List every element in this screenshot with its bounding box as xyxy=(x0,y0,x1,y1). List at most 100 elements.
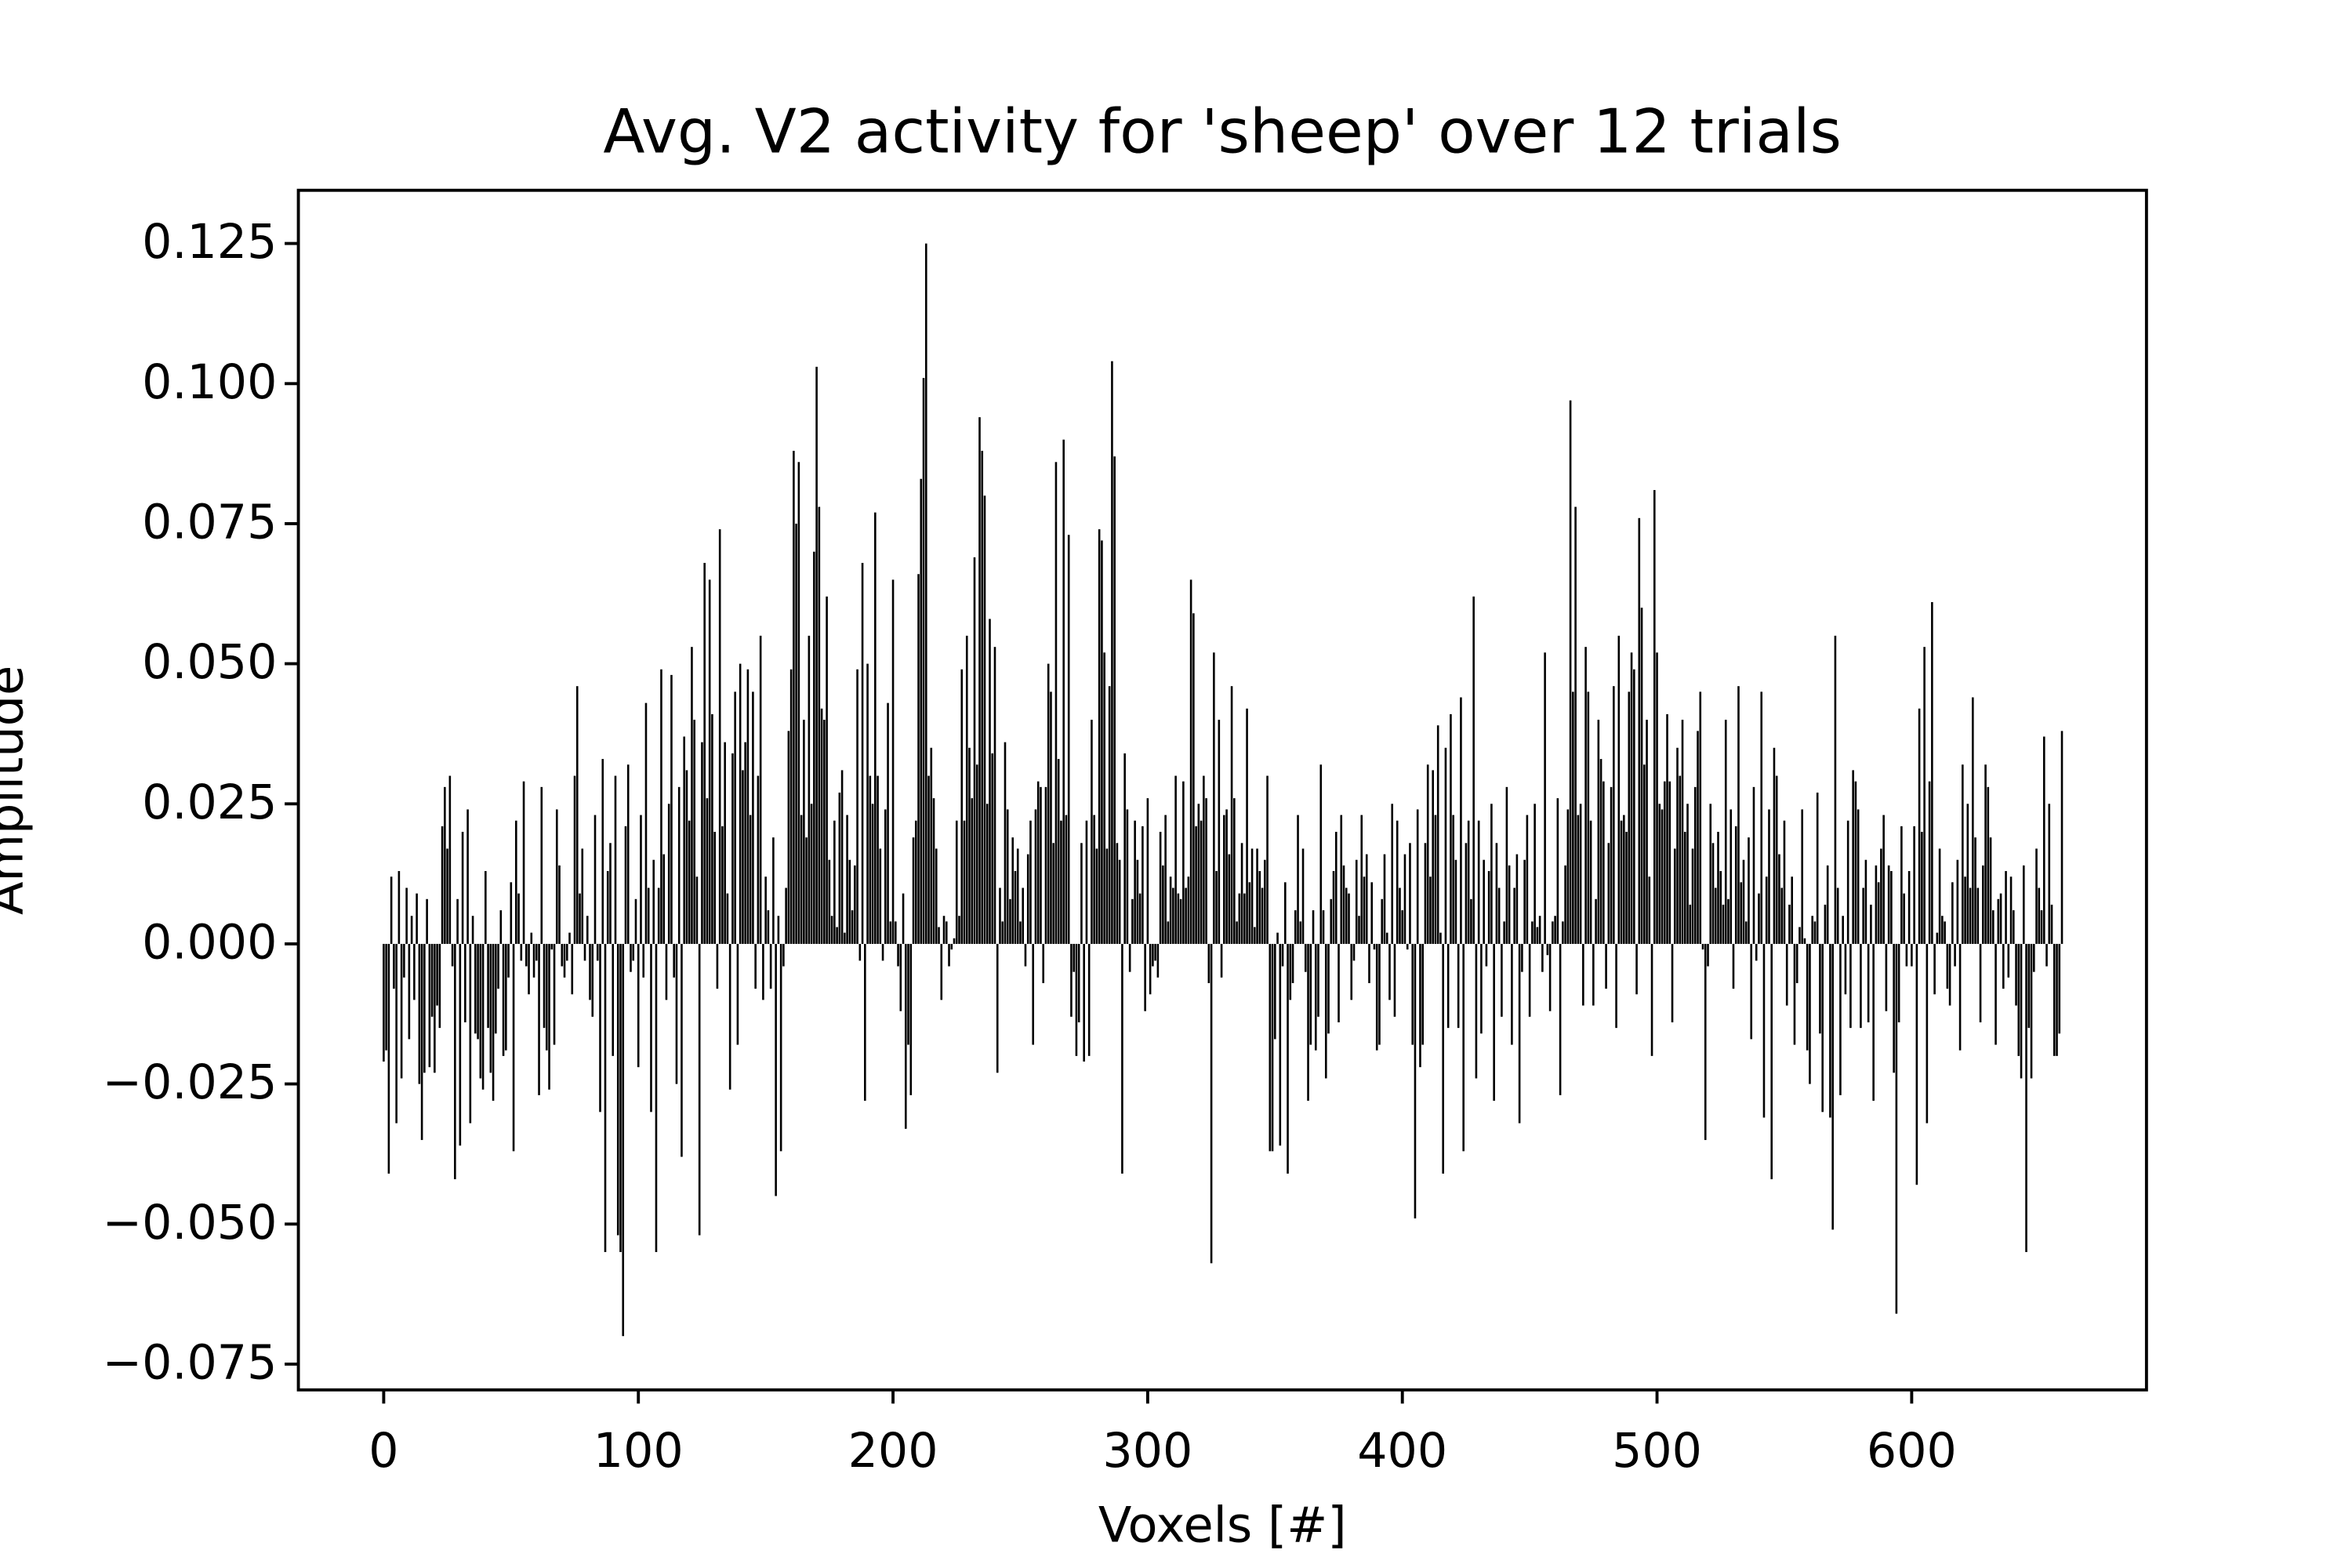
bar xyxy=(1026,854,1029,944)
bar xyxy=(1036,781,1040,944)
bar xyxy=(1052,843,1054,944)
bar xyxy=(1228,854,1231,944)
bar xyxy=(1203,775,1205,944)
bar xyxy=(1582,943,1584,1006)
bar xyxy=(530,932,533,944)
bar xyxy=(545,943,548,1051)
bar xyxy=(742,770,744,944)
bar xyxy=(1352,943,1356,961)
bar xyxy=(1887,865,1890,944)
bar xyxy=(942,916,946,944)
bar xyxy=(1450,713,1452,944)
bar xyxy=(456,898,459,944)
bar xyxy=(520,943,523,961)
bar xyxy=(1261,887,1264,944)
bar xyxy=(436,943,438,1006)
bar xyxy=(2013,910,2015,944)
bar xyxy=(642,943,645,978)
bar xyxy=(775,943,777,1196)
bar xyxy=(973,557,976,944)
bar xyxy=(767,910,770,944)
bar xyxy=(606,871,609,944)
bar xyxy=(502,943,505,1056)
bar xyxy=(1870,904,1872,944)
bar xyxy=(1497,887,1501,944)
bar xyxy=(1373,943,1376,950)
bar xyxy=(1569,400,1572,944)
bar xyxy=(858,943,862,961)
y-tick-label: 0.050 xyxy=(142,635,277,690)
bar xyxy=(999,887,1001,944)
bar xyxy=(1309,943,1312,1045)
bar xyxy=(1080,843,1083,944)
bar xyxy=(1149,943,1152,995)
bar xyxy=(1200,820,1203,944)
bar xyxy=(1714,887,1717,944)
bar xyxy=(1024,943,1027,967)
bar xyxy=(1813,921,1817,944)
bar xyxy=(739,663,742,944)
bar xyxy=(1475,943,1478,1079)
bar xyxy=(1505,786,1508,944)
bar xyxy=(461,832,464,944)
bar xyxy=(1172,887,1174,944)
bar xyxy=(2048,804,2051,944)
bar xyxy=(670,674,673,944)
bar xyxy=(485,871,487,944)
x-tick-label: 600 xyxy=(1867,1424,1957,1479)
bar xyxy=(1987,786,1990,944)
bar xyxy=(1628,691,1631,944)
bar xyxy=(481,943,485,1090)
bar xyxy=(1169,877,1172,944)
bar xyxy=(413,943,416,1000)
bar xyxy=(1105,848,1109,944)
bar xyxy=(1724,720,1727,944)
bar xyxy=(1350,943,1353,1000)
bar xyxy=(1744,921,1748,944)
bar xyxy=(1118,859,1121,944)
bar xyxy=(1885,943,1888,1011)
bar xyxy=(1640,608,1643,944)
bar xyxy=(591,943,594,1017)
bar xyxy=(471,916,474,944)
bar xyxy=(1503,921,1505,944)
bar xyxy=(746,669,750,944)
bar xyxy=(632,943,635,961)
bar xyxy=(1933,943,1936,995)
bar xyxy=(1276,932,1279,944)
bar xyxy=(441,826,444,944)
bar xyxy=(489,943,492,1073)
bar xyxy=(1911,943,1913,967)
bar xyxy=(505,943,507,1051)
bar xyxy=(1748,837,1750,944)
y-tick-label: 0.075 xyxy=(142,495,277,550)
bar xyxy=(393,943,395,989)
bar xyxy=(1974,837,1976,944)
bar xyxy=(960,669,964,944)
bar xyxy=(1999,893,2002,944)
bar xyxy=(1842,916,1844,944)
bar xyxy=(525,943,528,967)
bar xyxy=(1073,943,1075,972)
bar xyxy=(1826,865,1829,944)
bar xyxy=(1625,832,1628,944)
bar xyxy=(1414,943,1417,1219)
bar xyxy=(1663,781,1666,944)
bar xyxy=(782,943,785,967)
bar xyxy=(1138,893,1142,944)
bar xyxy=(1559,943,1562,1095)
bar xyxy=(2035,848,2038,944)
bar xyxy=(1345,887,1348,944)
bar xyxy=(1572,691,1574,944)
bar xyxy=(609,843,612,944)
bar xyxy=(1592,943,1595,1006)
bar xyxy=(1989,837,1992,944)
bar xyxy=(1452,815,1454,944)
bar xyxy=(535,943,538,961)
bar xyxy=(1432,770,1434,944)
bar xyxy=(1646,720,1648,944)
bar xyxy=(1233,798,1236,944)
bar xyxy=(1301,848,1305,944)
bar xyxy=(1923,647,1926,944)
bar xyxy=(2025,943,2027,1253)
